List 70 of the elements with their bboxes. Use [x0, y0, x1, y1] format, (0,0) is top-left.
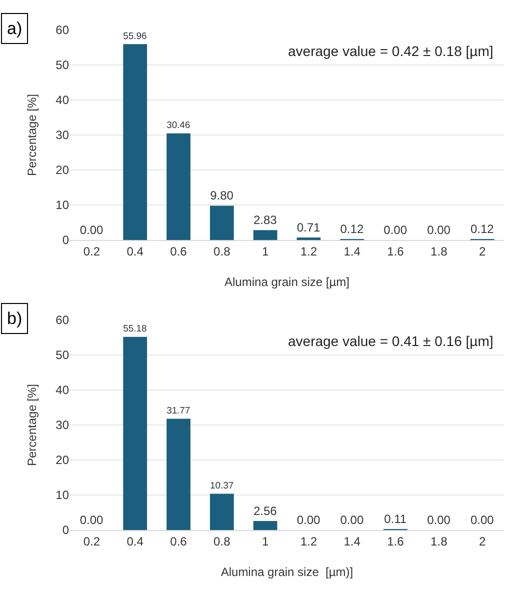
bar: [253, 521, 278, 530]
x-tick-label: 1.6: [387, 534, 404, 548]
y-axis-title: Percentage [%]: [25, 384, 39, 466]
y-tick-label: 30: [56, 418, 70, 432]
data-label: 0.00: [340, 513, 364, 527]
data-label: 0.11: [384, 512, 407, 526]
bar: [166, 418, 190, 530]
bar: [123, 44, 148, 240]
x-tick-label: 2: [478, 244, 486, 258]
data-label: 0.00: [296, 513, 321, 527]
x-tick-label: 0.6: [170, 244, 188, 258]
y-tick-label: 50: [56, 348, 70, 362]
x-tick-label: 2: [478, 534, 486, 548]
bar: [253, 230, 278, 240]
data-label: 2.83: [253, 213, 278, 228]
y-tick-label: 30: [56, 128, 70, 142]
x-tick-label: 0.2: [83, 534, 100, 548]
data-label: 30.46: [166, 120, 190, 132]
data-label: 0.00: [470, 513, 494, 527]
x-tick-label: 0.8: [214, 534, 231, 548]
x-axis-title: Alumina grain size [µm)]: [220, 565, 354, 579]
text: b): [7, 309, 22, 328]
bar: [210, 494, 234, 530]
x-tick-label: 1: [262, 244, 269, 258]
data-label: 9.80: [210, 188, 234, 203]
bar: [210, 206, 234, 240]
x-tick-label: 1.6: [387, 244, 404, 258]
data-label: 0.71: [296, 220, 321, 235]
y-tick-label: 10: [56, 488, 70, 502]
y-tick-label: 60: [56, 23, 70, 38]
y-tick-label: 20: [56, 163, 70, 178]
y-tick-label: 40: [56, 383, 70, 398]
x-tick-label: 0.2: [83, 244, 100, 258]
data-label: 0.12: [470, 222, 494, 236]
data-label: 31.77: [166, 405, 190, 416]
x-tick-label: 1: [262, 534, 269, 548]
data-label: 0.12: [340, 222, 364, 236]
data-label: 0.00: [427, 513, 451, 527]
y-tick-label: 10: [56, 198, 70, 212]
x-axis-title: Alumina grain size [µm]: [224, 275, 350, 289]
y-tick-label: 0: [62, 523, 70, 538]
annotation: average value = 0.42 ± 0.18 [µm]: [288, 43, 494, 59]
y-tick-label: 20: [56, 453, 70, 468]
data-label: 0.00: [427, 223, 451, 237]
annotation: average value = 0.41 ± 0.16 [µm]: [288, 333, 494, 349]
bar: [123, 336, 148, 530]
x-tick-label: 0.6: [170, 534, 188, 548]
x-tick-label: 1.4: [344, 534, 361, 548]
x-tick-label: 1.2: [300, 244, 318, 258]
x-tick-label: 0.4: [126, 244, 144, 258]
text: a): [7, 19, 22, 38]
y-tick-label: 60: [56, 313, 70, 328]
x-tick-label: 0.4: [126, 534, 144, 548]
x-tick-label: 1.8: [430, 244, 448, 258]
y-tick-label: 0: [62, 233, 70, 248]
data-label: 10.37: [210, 480, 234, 492]
y-axis-title: Percentage [%]: [25, 94, 39, 176]
data-label: 55.18: [123, 324, 147, 335]
data-label: 55.96: [123, 30, 147, 42]
data-label: 0.00: [384, 223, 408, 237]
x-tick-label: 1.2: [300, 534, 318, 548]
bar: [166, 133, 190, 240]
x-tick-label: 1.4: [344, 244, 361, 258]
x-tick-label: 0.8: [214, 244, 231, 258]
x-tick-label: 1.8: [430, 534, 448, 548]
data-label: 0.00: [80, 223, 104, 237]
y-tick-label: 40: [56, 93, 70, 108]
data-label: 2.56: [253, 504, 278, 518]
data-label: 0.00: [80, 513, 104, 527]
y-tick-label: 50: [56, 58, 70, 72]
